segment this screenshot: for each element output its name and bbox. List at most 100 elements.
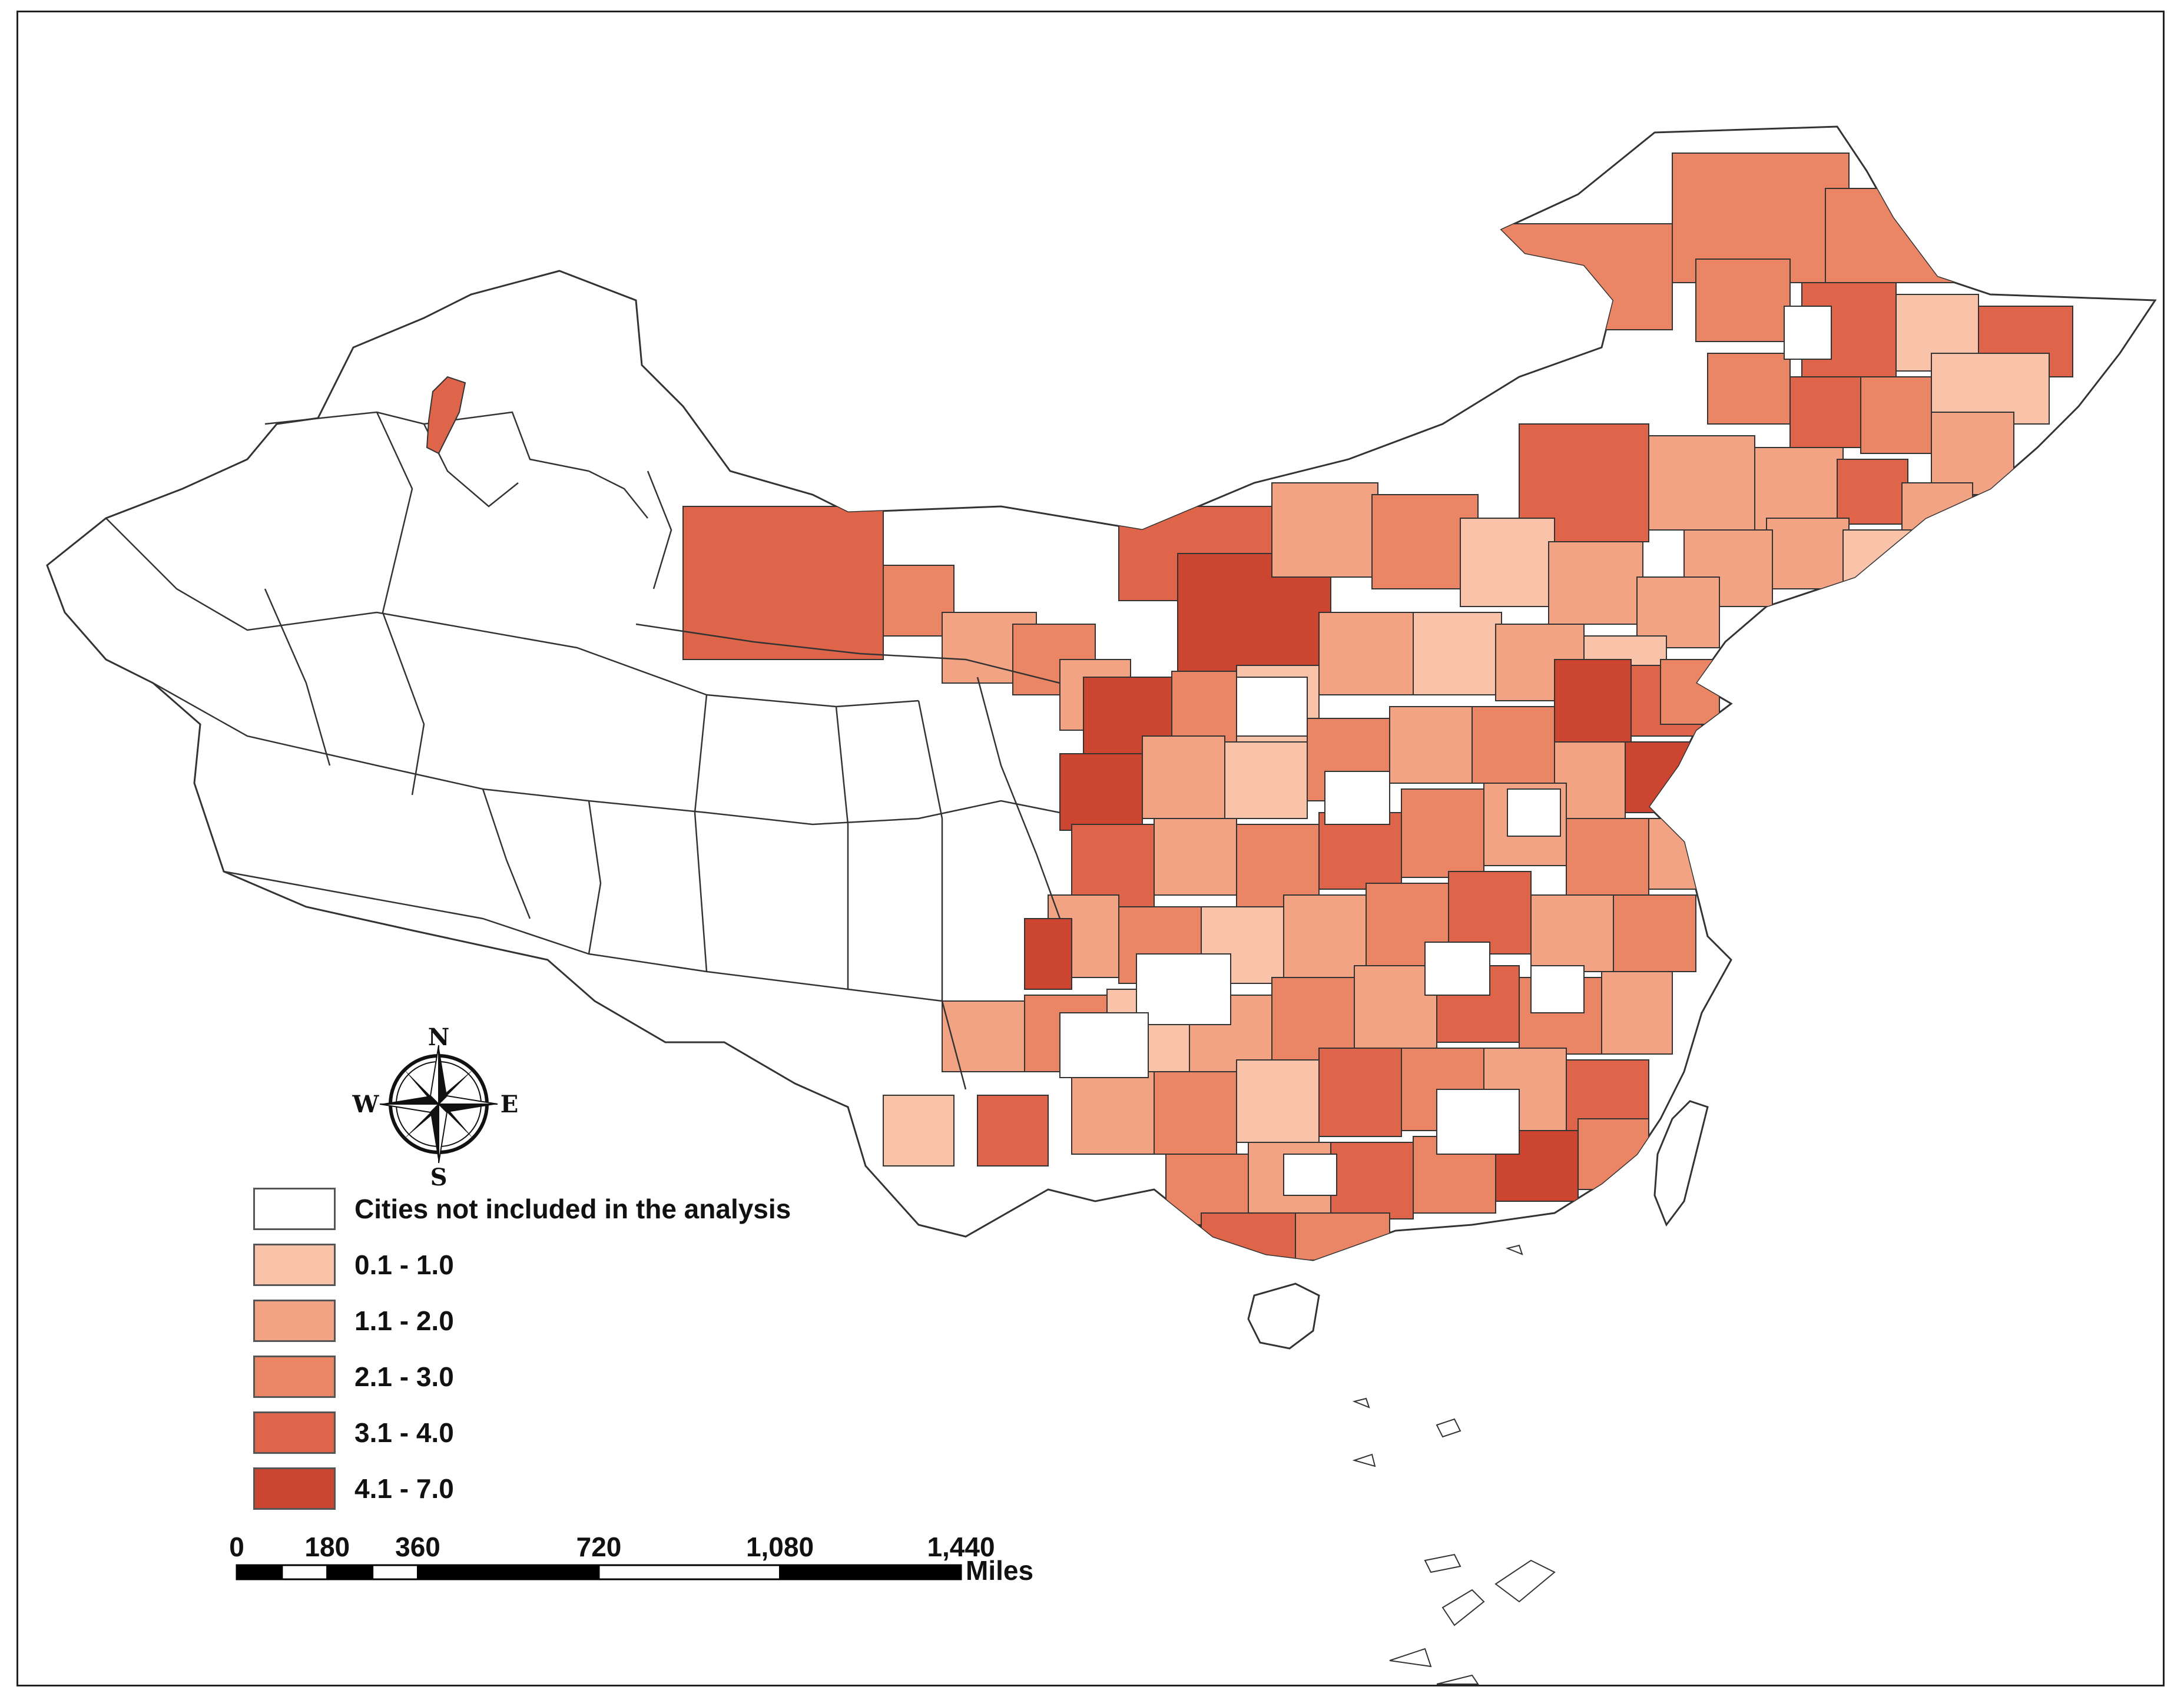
city-region: [1495, 223, 1673, 330]
legend-item-1-2: 1.1 - 2.0: [253, 1300, 454, 1342]
city-region-excluded: [1436, 1089, 1520, 1155]
city-region-excluded: [1324, 771, 1390, 825]
city-region: [682, 506, 884, 660]
region-xinjiang-north: [426, 376, 466, 455]
scale-bar-segment: [236, 1564, 283, 1580]
compass-n: N: [428, 1023, 450, 1051]
city-region: [1271, 482, 1378, 578]
scale-bar: [236, 1564, 962, 1580]
city-region: [1460, 518, 1555, 607]
hainan-outline: [1247, 1283, 1320, 1350]
city-region: [1554, 659, 1632, 748]
scale-tick-label: 1,440: [927, 1532, 995, 1562]
city-region: [1236, 824, 1320, 907]
taiwan-outline: [1653, 1100, 1709, 1227]
city-region: [1201, 1212, 1296, 1260]
legend-swatch: [253, 1244, 336, 1286]
legend-label: 0.1 - 1.0: [354, 1250, 454, 1280]
city-region: [1601, 971, 1673, 1055]
scale-bar-segment: [779, 1564, 962, 1580]
city-region: [1695, 259, 1791, 342]
city-region: [1389, 706, 1473, 784]
city-region: [1318, 812, 1402, 890]
city-region: [1283, 894, 1367, 978]
city-region: [1401, 788, 1484, 878]
city-region: [1071, 1071, 1155, 1155]
compass-w: W: [352, 1091, 380, 1118]
city-region: [977, 1095, 1049, 1167]
city-region: [942, 1000, 1025, 1072]
city-region: [1271, 977, 1355, 1061]
legend-item-4-7: 4.1 - 7.0: [253, 1467, 454, 1510]
city-region: [1295, 1212, 1390, 1260]
legend-swatch: [253, 1300, 336, 1342]
city-region: [1825, 188, 1956, 283]
legend-item-3-4: 3.1 - 4.0: [253, 1411, 454, 1454]
legend-swatch: [253, 1356, 336, 1398]
legend-label: 1.1 - 2.0: [354, 1305, 454, 1336]
scale-unit-label: Miles: [966, 1555, 1034, 1586]
legend-label: Cities not included in the analysis: [354, 1194, 791, 1224]
city-region: [1566, 818, 1649, 896]
city-region: [1648, 818, 1708, 890]
scale-tick-label: 0: [229, 1532, 244, 1562]
city-region-excluded: [1236, 677, 1308, 737]
scale-bar-segment: [326, 1564, 374, 1580]
legend-swatch: [253, 1188, 336, 1230]
scale-tick-label: 360: [395, 1532, 440, 1562]
scale-bar-segment: [417, 1564, 600, 1580]
city-region-excluded: [1283, 1154, 1337, 1196]
city-region: [1837, 459, 1908, 525]
city-region: [1318, 1048, 1402, 1137]
legend-item-2-3: 2.1 - 3.0: [253, 1356, 454, 1398]
scale-bar-segment: [598, 1564, 781, 1580]
city-region: [1448, 871, 1532, 955]
legend-label: 3.1 - 4.0: [354, 1417, 454, 1448]
city-region: [1613, 894, 1696, 972]
city-region: [1789, 376, 1861, 448]
city-region: [1224, 741, 1308, 819]
compass-rose-icon: N S E W: [352, 1023, 519, 1191]
city-region: [1842, 529, 1914, 595]
islands: [1352, 1244, 1556, 1685]
city-region: [1707, 353, 1791, 425]
city-region: [1766, 518, 1850, 589]
city-region: [1071, 824, 1155, 907]
legend-item-0-1: 0.1 - 1.0: [253, 1244, 454, 1286]
city-region: [1154, 1071, 1237, 1155]
legend-swatch: [253, 1411, 336, 1454]
city-region: [1354, 965, 1437, 1049]
city-region-excluded: [1059, 1012, 1149, 1078]
city-region: [1548, 541, 1643, 625]
city-region-excluded: [1530, 965, 1585, 1013]
city-region: [1059, 753, 1143, 831]
western-boundaries: [105, 411, 1061, 1090]
city-region: [1236, 1059, 1320, 1143]
city-region: [1472, 706, 1555, 784]
city-region: [1330, 1142, 1414, 1220]
city-region: [1860, 376, 1932, 454]
city-region: [1577, 1118, 1649, 1190]
city-region: [883, 1095, 955, 1167]
city-region: [1142, 735, 1225, 819]
city-region-excluded: [1784, 306, 1832, 360]
legend-swatch: [253, 1467, 336, 1510]
scale-tick-label: 180: [304, 1532, 350, 1562]
compass-s: S: [430, 1164, 448, 1191]
legend-label: 4.1 - 7.0: [354, 1473, 454, 1504]
city-region: [1901, 482, 1973, 542]
map-frame: [16, 11, 2165, 1686]
scale-bar-segment: [281, 1564, 329, 1580]
city-region: [1024, 918, 1072, 990]
city-region: [1413, 612, 1502, 695]
scale-tick-label: 720: [576, 1532, 622, 1562]
city-region: [1530, 894, 1614, 972]
city-region: [1154, 818, 1237, 896]
city-region-excluded: [1136, 953, 1231, 1025]
city-region: [1648, 435, 1755, 531]
legend-label: 2.1 - 3.0: [354, 1361, 454, 1392]
city-region: [1318, 612, 1414, 695]
legend-item-none: Cities not included in the analysis: [253, 1188, 791, 1230]
scale-bar-segment: [372, 1564, 419, 1580]
scale-tick-label: 1,080: [745, 1532, 814, 1562]
